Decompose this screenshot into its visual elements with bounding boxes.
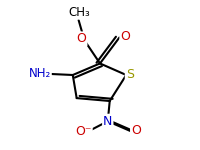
Text: O: O <box>120 30 130 43</box>
Text: O: O <box>77 32 86 45</box>
Text: S: S <box>126 68 134 81</box>
Text: NH₂: NH₂ <box>29 67 51 80</box>
Text: O: O <box>131 124 141 137</box>
Text: N: N <box>103 115 112 128</box>
Text: CH₃: CH₃ <box>69 6 90 19</box>
Text: O⁻: O⁻ <box>75 125 92 138</box>
